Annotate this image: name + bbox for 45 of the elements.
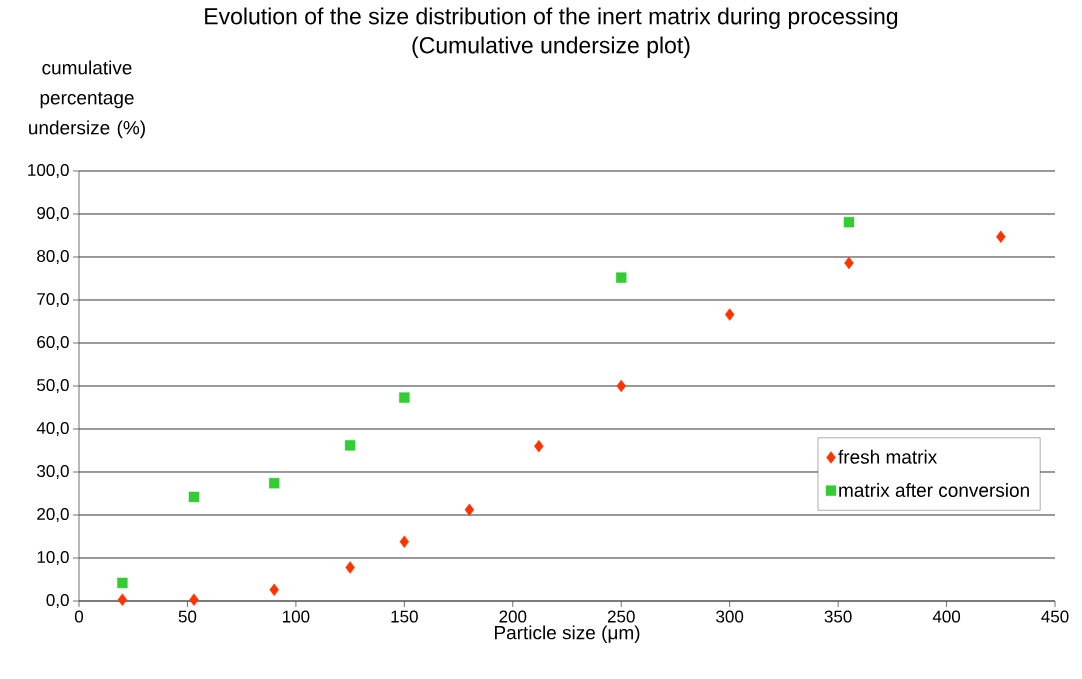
x-tick-label: 300 [716, 610, 744, 623]
point [344, 440, 356, 451]
point [188, 491, 200, 503]
x-tick-label: 450 [1041, 610, 1069, 623]
y-tick-label: 20,0 [37, 507, 69, 523]
y-tick-label: 10,0 [37, 550, 69, 566]
point [843, 216, 855, 228]
point [464, 503, 475, 517]
x-tick-label: 150 [391, 610, 418, 623]
chart-title: Evolution of the size distribution of the inert matrix during processing [205, 7, 898, 29]
y-tick-label: 0,0 [46, 593, 69, 609]
y-tick-label: 60,0 [37, 335, 69, 351]
point [117, 577, 128, 589]
y-tick-label: 40,0 [36, 421, 69, 437]
point [616, 379, 626, 393]
point [724, 308, 735, 321]
legend-label: fresh matrix [838, 449, 938, 464]
y-tick-label: 80,0 [37, 249, 69, 265]
point [189, 593, 199, 606]
y-tick-label: 90,0 [37, 206, 69, 222]
point [269, 477, 280, 489]
point [616, 272, 627, 283]
point [534, 440, 544, 453]
point [399, 535, 410, 548]
x-tick-label: 350 [824, 610, 852, 623]
y-axis-title: cumulative percentage undersize (%) [29, 60, 145, 139]
x-tick-label: 400 [932, 610, 961, 623]
x-tick-label: 0 [74, 610, 84, 623]
point [399, 392, 410, 403]
x-tick-label: 200 [499, 610, 527, 623]
chart-subtitle: (Cumulative undersize plot) [412, 36, 690, 58]
point [844, 256, 854, 270]
y-tick-label: 50,0 [37, 378, 69, 394]
x-tick-label: 50 [178, 610, 197, 623]
y-tick-label: 70,0 [37, 292, 69, 308]
point [117, 593, 128, 606]
y-tick-label: 30,0 [37, 464, 69, 480]
legend-label: matrix after conversion [839, 483, 1029, 497]
point [345, 561, 355, 574]
point [996, 230, 1006, 243]
x-axis-title: Particle size (μm) [495, 625, 640, 644]
point [269, 583, 279, 597]
x-tick-label: 250 [607, 610, 635, 623]
y-tick-label: 100,0 [28, 163, 69, 179]
x-tick-label: 100 [283, 610, 310, 623]
